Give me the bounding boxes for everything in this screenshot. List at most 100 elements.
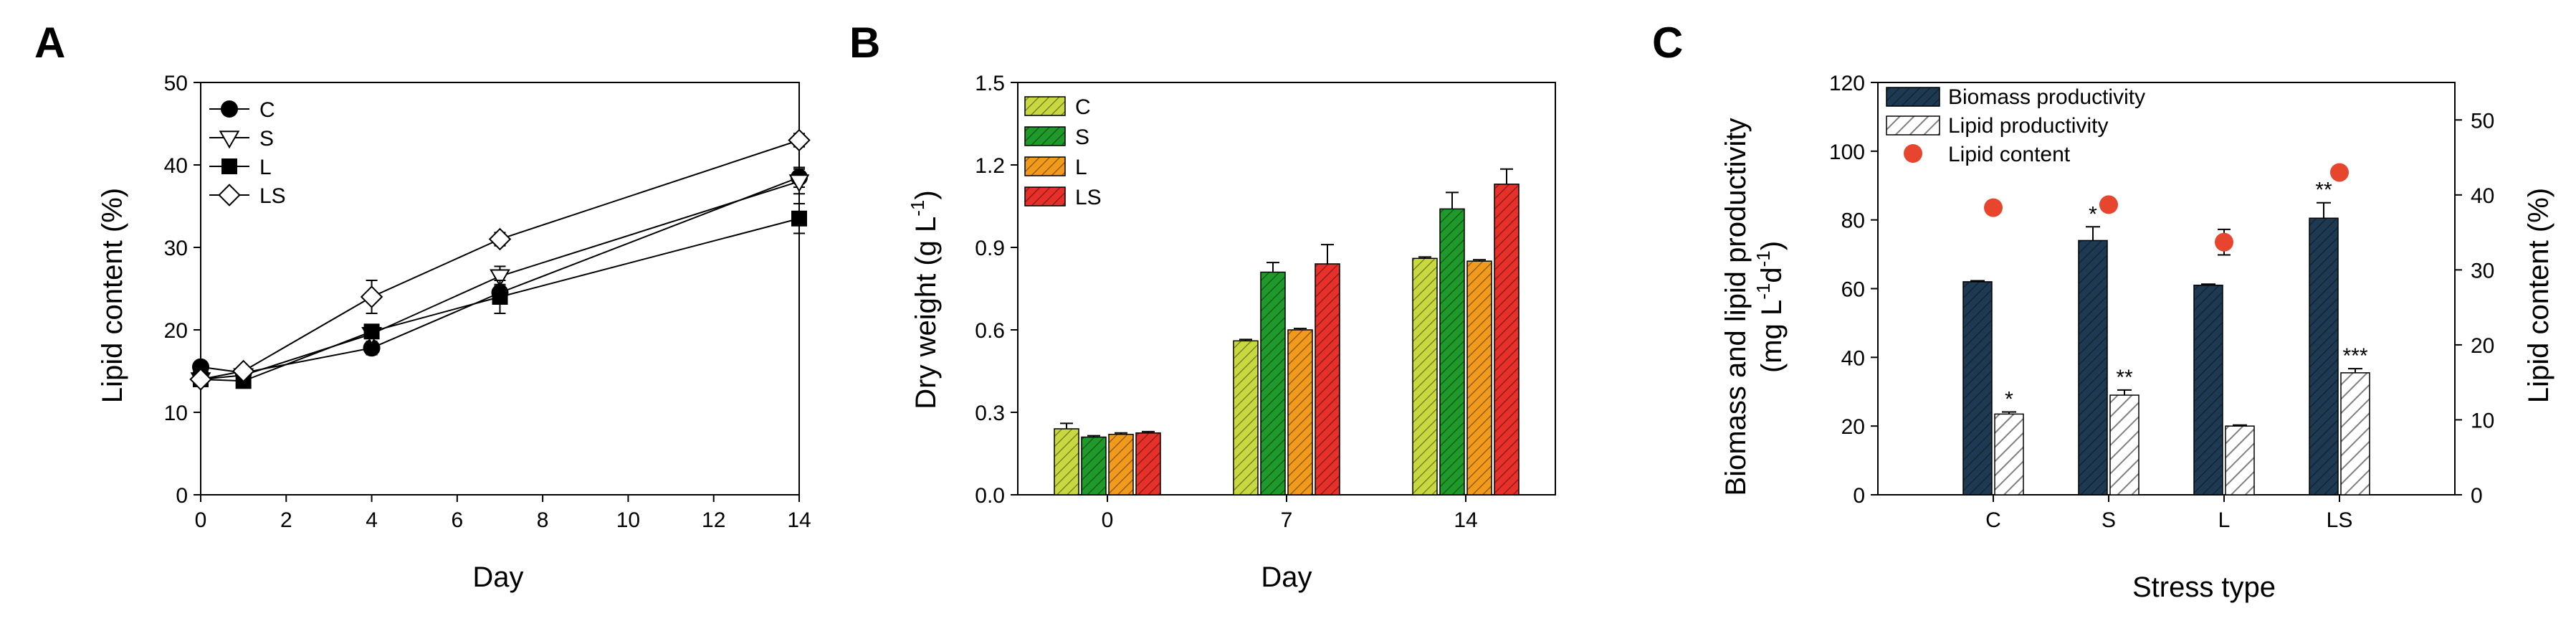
panel-a-legend: CSL LS — [209, 98, 286, 208]
bar-C-0 — [1054, 428, 1079, 496]
legend-marker-L — [221, 158, 237, 174]
legend-label: Lipid productivity — [1948, 114, 2108, 138]
legend-marker-S — [219, 131, 240, 149]
x-tick-label: S — [2102, 508, 2116, 532]
lipid-content-point-L — [2215, 232, 2233, 252]
y2-tick-label: 30 — [2471, 259, 2494, 283]
bar-lipid-productivity-C — [1994, 413, 2024, 496]
x-tick-label: 0 — [195, 508, 207, 532]
x-tick-label: 7 — [1281, 508, 1293, 532]
panel-c-y2label: Lipid content (%) — [2523, 188, 2554, 403]
legend-marker-LS — [218, 184, 241, 207]
panel-a-series — [189, 128, 811, 391]
significance-lipid-C: * — [2005, 388, 2013, 412]
panel-b-ylabel: Dry weight (g L-1) — [907, 190, 942, 409]
bar-biomass-LS — [2309, 217, 2339, 496]
panel-c-bars: ********* — [1962, 179, 2370, 496]
y-tick-label: 20 — [164, 319, 188, 343]
data-point-LS — [360, 285, 383, 308]
data-point-LS — [488, 227, 512, 251]
panel-b-legend: CSL LS — [1024, 95, 1102, 209]
significance-biomass-LS: ** — [2315, 179, 2332, 202]
x-tick-label: LS — [2327, 508, 2353, 532]
panel-c-ylabel-line2: (mg L-1d-1) — [1752, 241, 1788, 373]
bar-L-0 — [1108, 433, 1134, 496]
data-point-S — [788, 174, 810, 193]
legend-swatch-lipid-productivity — [1886, 115, 1940, 136]
bar-lipid-productivity-S — [2109, 394, 2139, 496]
panel-c-ylabel-line1: Biomass and lipid productivity — [1720, 118, 1752, 496]
x-tick-label: C — [1985, 508, 2001, 532]
y-tick-label: 80 — [1841, 209, 1865, 233]
bar-C-7 — [1233, 340, 1259, 496]
bar-LS-14 — [1494, 184, 1520, 496]
legend-label: S — [1075, 125, 1089, 149]
y-tick-label: 60 — [1841, 278, 1865, 302]
bar-LS-7 — [1315, 263, 1340, 496]
panel-label-a: A — [34, 19, 65, 67]
x-tick-label: 2 — [280, 508, 292, 532]
panel-label-c: C — [1652, 19, 1683, 67]
panel-b-xlabel: Day — [1261, 561, 1312, 593]
panel-b-ticks: 0.0 0.3 0.6 0.9 1.2 1.5 0 7 14 — [975, 72, 1477, 532]
y-tick-label: 20 — [1841, 415, 1865, 439]
y-tick-label: 0 — [1853, 484, 1865, 508]
panel-a: A 0 2 4 6 8 10 12 14 0 10 20 30 40 50 CSL LS Day Lipid… — [34, 19, 811, 593]
y2-tick-label: 20 — [2471, 334, 2494, 358]
y-tick-label: 40 — [1841, 346, 1865, 370]
series-line-LS — [200, 139, 800, 380]
legend-marker-C — [221, 100, 238, 118]
legend-label: C — [1075, 95, 1091, 119]
y-tick-label: 40 — [164, 154, 188, 178]
legend-swatch-S — [1024, 126, 1066, 146]
plot-frame — [200, 82, 800, 496]
panel-a-ticks: 0 2 4 6 8 10 12 14 0 10 20 30 40 50 — [164, 72, 811, 532]
legend-label: Biomass productivity — [1948, 85, 2145, 109]
y2-tick-label: 10 — [2471, 409, 2494, 432]
legend-swatch-biomass — [1886, 87, 1940, 107]
legend-label: LS — [259, 184, 286, 208]
bar-S-0 — [1081, 436, 1107, 496]
x-tick-label: 0 — [1102, 508, 1114, 532]
y-tick-label: 1.2 — [975, 154, 1005, 178]
panel-c-ticks: 0 20 40 60 80 100 120 0 10 20 30 40 50 C S L LS — [1829, 72, 2494, 532]
bar-S-14 — [1439, 208, 1465, 496]
bar-biomass-S — [2078, 240, 2108, 496]
y-tick-label: 100 — [1829, 141, 1865, 164]
y-tick-label: 0.6 — [975, 319, 1005, 343]
panel-b: B 0.0 0.3 0.6 0.9 1.2 1.5 0 7 14 CSL LS Day Dry w… — [849, 19, 1556, 593]
x-tick-label: 8 — [537, 508, 549, 532]
legend-label: S — [259, 127, 274, 151]
significance-lipid-LS: *** — [2342, 344, 2367, 368]
data-point-L — [791, 210, 807, 227]
y-tick-label: 0 — [176, 484, 188, 508]
bar-S-7 — [1260, 271, 1286, 496]
lipid-content-point-LS — [2330, 163, 2349, 182]
y2-tick-label: 50 — [2471, 109, 2494, 133]
y2-tick-label: 0 — [2471, 484, 2483, 508]
bar-biomass-L — [2193, 284, 2223, 496]
x-tick-label: 14 — [1454, 508, 1477, 532]
y-tick-label: 50 — [164, 72, 188, 95]
bar-biomass-C — [1962, 281, 1993, 496]
y-tick-label: 0.3 — [975, 402, 1005, 425]
panel-label-b: B — [849, 19, 880, 67]
panel-a-xlabel: Day — [472, 561, 523, 593]
x-tick-label: 6 — [452, 508, 464, 532]
data-point-LS — [232, 359, 255, 383]
legend-label: Lipid content — [1948, 143, 2071, 166]
data-point-S — [490, 269, 510, 288]
panel-a-ylabel: Lipid content (%) — [97, 188, 128, 403]
bar-lipid-productivity-L — [2225, 425, 2255, 496]
legend-label: C — [259, 98, 275, 122]
significance-biomass-S: * — [2089, 202, 2097, 226]
x-tick-label: L — [2218, 508, 2231, 532]
data-point-LS — [189, 368, 212, 391]
legend-label: L — [1075, 156, 1087, 179]
bar-L-14 — [1466, 260, 1492, 496]
bar-C-14 — [1412, 257, 1438, 496]
y-tick-label: 0.9 — [975, 237, 1005, 260]
significance-lipid-S: ** — [2116, 366, 2133, 389]
bar-lipid-productivity-LS — [2340, 372, 2370, 496]
